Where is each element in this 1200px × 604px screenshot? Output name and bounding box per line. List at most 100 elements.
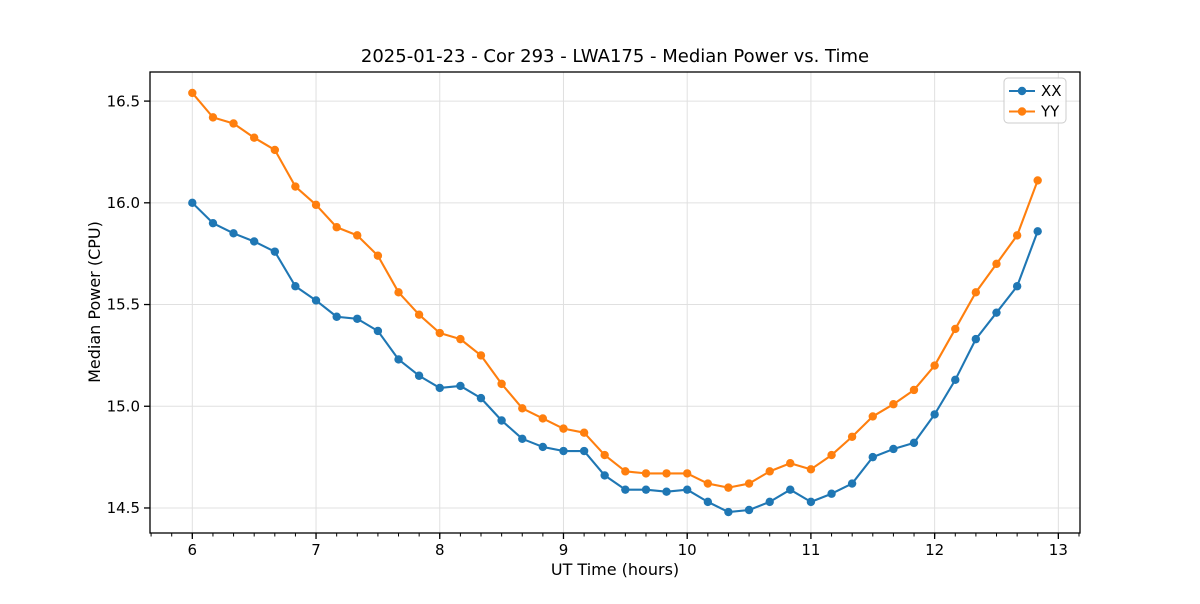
x-axis-label: UT Time (hours) <box>551 560 679 579</box>
legend-marker-YY <box>1017 107 1027 116</box>
legend-marker-XX <box>1017 86 1027 96</box>
marker-YY <box>1033 176 1042 185</box>
y-tick-label: 16.0 <box>107 194 140 212</box>
series-line-YY <box>191 91 1039 489</box>
marker-YY <box>889 400 898 409</box>
x-tick-label: 8 <box>435 541 445 559</box>
marker-YY <box>992 259 1001 269</box>
marker-XX <box>641 485 651 494</box>
marker-YY <box>868 412 877 421</box>
marker-YY <box>703 479 713 488</box>
marker-XX <box>930 410 939 419</box>
x-tick-label: 13 <box>1049 541 1068 559</box>
marker-XX <box>435 383 444 393</box>
marker-YY <box>600 450 609 460</box>
marker-XX <box>806 497 816 507</box>
marker-YY <box>744 479 754 488</box>
marker-XX <box>518 434 527 444</box>
marker-YY <box>641 469 651 478</box>
marker-XX <box>703 497 713 507</box>
tick-layer: 14.5 15.0 15.5 16.0 16.5 6 7 8 9 10 11 12 13 <box>107 92 1080 559</box>
marker-XX <box>765 497 774 507</box>
marker-XX <box>414 371 424 380</box>
marker-XX <box>538 442 548 452</box>
marker-YY <box>847 432 857 441</box>
marker-YY <box>559 424 568 433</box>
x-tick-label: 12 <box>925 541 944 559</box>
plot-frame <box>149 71 1081 534</box>
marker-YY <box>476 351 486 360</box>
marker-YY <box>827 450 836 460</box>
marker-XX <box>188 198 197 208</box>
marker-YY <box>249 133 259 142</box>
y-tick-label: 15.5 <box>107 296 140 314</box>
marker-YY <box>291 182 300 191</box>
marker-YY <box>435 328 444 338</box>
marker-YY <box>414 310 424 319</box>
marker-YY <box>951 324 960 334</box>
marker-XX <box>662 487 671 496</box>
marker-YY <box>394 288 403 297</box>
marker-YY <box>579 428 589 437</box>
marker-YY <box>353 231 362 240</box>
marker-XX <box>249 237 259 246</box>
marker-YY <box>662 469 671 478</box>
legend-label-YY: YY <box>1040 103 1060 121</box>
marker-XX <box>1012 282 1022 291</box>
marker-XX <box>373 326 383 336</box>
chart-title: 2025-01-23 - Cor 293 - LWA175 - Median P… <box>361 46 869 67</box>
marker-YY <box>518 404 527 413</box>
marker-YY <box>909 385 919 395</box>
marker-XX <box>270 247 280 256</box>
marker-XX <box>847 479 857 488</box>
marker-XX <box>889 444 898 454</box>
marker-XX <box>909 438 919 448</box>
legend-label-XX: XX <box>1041 82 1062 100</box>
marker-YY <box>971 288 981 297</box>
series-layer <box>188 88 1042 517</box>
y-tick-label: 14.5 <box>107 499 140 517</box>
marker-YY <box>229 119 238 128</box>
marker-XX <box>1033 227 1042 236</box>
marker-YY <box>456 334 465 344</box>
marker-YY <box>786 459 795 468</box>
marker-XX <box>476 393 486 403</box>
marker-YY <box>621 467 630 476</box>
marker-YY <box>765 467 774 476</box>
marker-YY <box>311 200 321 210</box>
marker-YY <box>497 379 506 389</box>
marker-XX <box>868 452 877 462</box>
marker-XX <box>724 507 733 517</box>
marker-YY <box>724 483 733 492</box>
x-tick-label: 11 <box>801 541 820 559</box>
marker-XX <box>786 485 795 494</box>
x-tick-label: 10 <box>678 541 697 559</box>
marker-YY <box>1012 231 1022 240</box>
marker-XX <box>621 485 630 494</box>
marker-YY <box>930 361 939 370</box>
marker-XX <box>456 381 465 391</box>
marker-XX <box>311 296 321 305</box>
x-tick-label: 6 <box>188 541 198 559</box>
marker-XX <box>579 446 589 456</box>
marker-XX <box>600 471 609 480</box>
x-tick-label: 7 <box>311 541 321 559</box>
marker-XX <box>682 485 692 494</box>
marker-XX <box>971 334 981 344</box>
y-tick-label: 15.0 <box>107 397 140 415</box>
marker-YY <box>373 251 383 260</box>
marker-XX <box>394 355 403 364</box>
marker-XX <box>353 314 362 323</box>
marker-YY <box>332 223 341 232</box>
marker-XX <box>332 312 341 321</box>
marker-YY <box>188 88 197 98</box>
marker-XX <box>229 229 238 238</box>
marker-XX <box>559 446 568 456</box>
marker-XX <box>208 218 218 228</box>
marker-XX <box>951 375 960 385</box>
marker-YY <box>270 145 280 155</box>
grid-layer <box>150 72 1080 533</box>
marker-YY <box>208 113 218 122</box>
